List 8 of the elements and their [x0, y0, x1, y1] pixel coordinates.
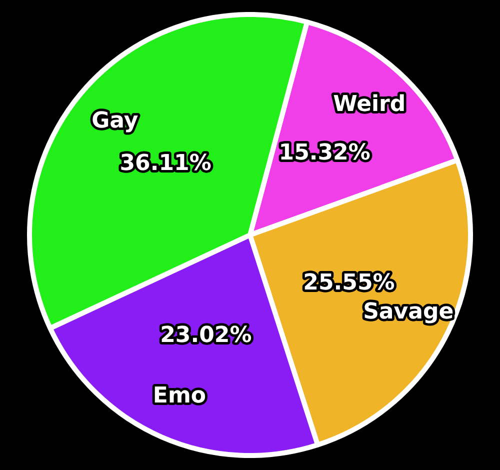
data-label: 36.11%: [120, 150, 212, 176]
slice-label: Weird: [333, 92, 406, 117]
slice-label: Gay: [92, 108, 138, 134]
data-label: 25.55%: [303, 270, 395, 296]
slice-label: Emo: [152, 383, 206, 408]
data-label: 23.02%: [160, 322, 252, 348]
data-label: 15.32%: [278, 140, 370, 166]
slice-label: Savage: [363, 299, 454, 324]
